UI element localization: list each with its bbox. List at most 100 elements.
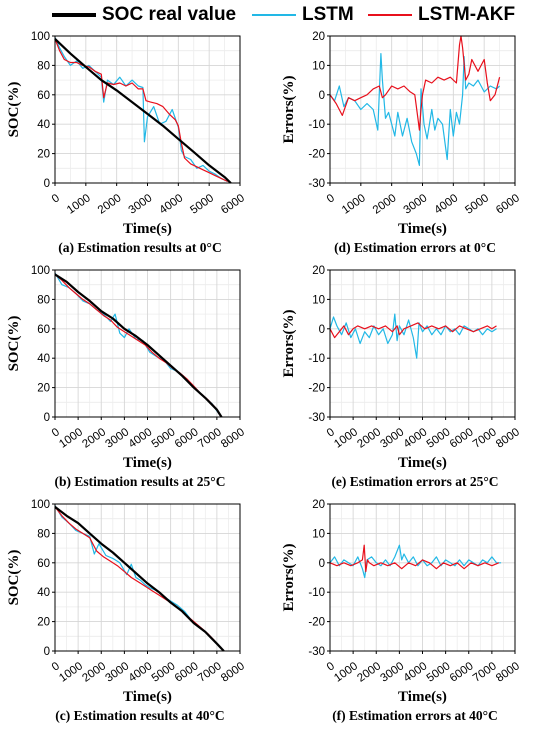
x-tick-label: 3000 xyxy=(104,426,132,451)
y-tick-label: 20 xyxy=(37,149,50,161)
y-tick-label: 40 xyxy=(37,353,50,365)
x-tick-label: 5000 xyxy=(425,660,453,685)
y-tick-label: 60 xyxy=(37,90,50,102)
y-tick-label: 80 xyxy=(37,294,50,306)
y-tick-label: -30 xyxy=(308,412,325,424)
y-tick-label: 20 xyxy=(312,31,325,43)
y-tick-label: 0 xyxy=(319,324,325,336)
legend-label-lstm: LSTM xyxy=(302,4,354,25)
x-tick-label: 3000 xyxy=(127,192,155,217)
x-tick-label: 2000 xyxy=(80,426,108,451)
chart-panel-f: -30-20-100102001000200030004000500060007… xyxy=(281,499,522,723)
legend-item-lstm: LSTM xyxy=(252,2,354,28)
y-tick-label: 60 xyxy=(37,324,50,336)
y-tick-label: 0 xyxy=(44,646,50,658)
y-tick-label: 60 xyxy=(37,558,50,570)
x-tick-label: 7000 xyxy=(471,426,499,451)
y-tick-label: 0 xyxy=(319,558,325,570)
y-tick-label: -30 xyxy=(308,178,325,190)
y-axis-label: Errors(%) xyxy=(281,309,297,377)
y-tick-label: 20 xyxy=(37,383,50,395)
x-tick-label: 3000 xyxy=(379,426,407,451)
x-tick-label: 5000 xyxy=(425,426,453,451)
x-tick-label: 1000 xyxy=(65,192,93,217)
legend-item-lstm-akf: LSTM-AKF xyxy=(368,2,515,28)
x-tick-label: 1000 xyxy=(340,192,368,217)
x-tick-label: 1000 xyxy=(57,660,85,685)
x-tick-label: 5000 xyxy=(150,660,178,685)
x-tick-label: 2000 xyxy=(355,660,383,685)
x-tick-label: 4000 xyxy=(127,660,155,685)
y-tick-label: -20 xyxy=(308,383,325,395)
x-tick-label: 5000 xyxy=(463,192,491,217)
x-tick-label: 1000 xyxy=(57,426,85,451)
x-tick-label: 2000 xyxy=(371,192,399,217)
series-line-soc-real-value xyxy=(54,506,225,652)
panel-caption-d: (d) Estimation errors at 0°C xyxy=(334,240,496,255)
series-line-lstm-akf xyxy=(329,544,500,573)
y-tick-label: 100 xyxy=(31,265,50,277)
y-axis-label: Errors(%) xyxy=(281,75,297,143)
y-tick-label: 40 xyxy=(37,587,50,599)
y-tick-label: 0 xyxy=(44,412,50,424)
x-tick-label: 1000 xyxy=(332,660,360,685)
x-tick-label: 1000 xyxy=(332,426,360,451)
y-tick-label: -10 xyxy=(308,353,325,365)
y-tick-label: 20 xyxy=(37,617,50,629)
chart-panel-b: 0204060801000100020003000400050006000700… xyxy=(6,265,247,489)
x-tick-label: 6000 xyxy=(448,426,476,451)
y-tick-label: -30 xyxy=(308,646,325,658)
chart-panel-e: -30-20-100102001000200030004000500060007… xyxy=(281,265,522,489)
x-tick-label: 7000 xyxy=(196,426,224,451)
x-tick-label: 8000 xyxy=(494,660,522,685)
x-tick-label: 2000 xyxy=(80,660,108,685)
series-line-soc-real-value xyxy=(54,273,223,418)
x-tick-label: 7000 xyxy=(196,660,224,685)
x-tick-label: 4000 xyxy=(127,426,155,451)
x-tick-label: 3000 xyxy=(104,660,132,685)
x-tick-label: 6000 xyxy=(173,426,201,451)
y-axis-label: SOC(%) xyxy=(6,316,22,372)
x-axis-label: Time(s) xyxy=(398,221,447,237)
x-axis-label: Time(s) xyxy=(123,689,172,705)
x-axis-label: Time(s) xyxy=(398,455,447,471)
series-line-lstm xyxy=(329,313,497,359)
y-axis-label: Errors(%) xyxy=(281,543,297,611)
y-tick-label: -20 xyxy=(308,617,325,629)
chart-panel-c: 0204060801000100020003000400050006000700… xyxy=(6,499,247,723)
y-axis-label: SOC(%) xyxy=(6,82,22,138)
x-tick-label: 5000 xyxy=(188,192,216,217)
y-tick-label: 40 xyxy=(37,119,50,131)
x-tick-label: 8000 xyxy=(494,426,522,451)
x-tick-label: 2000 xyxy=(355,426,383,451)
legend-swatch-lstm-akf xyxy=(368,14,412,16)
y-axis-label: SOC(%) xyxy=(6,550,22,606)
y-tick-label: -20 xyxy=(308,149,325,161)
y-tick-label: 0 xyxy=(44,178,50,190)
panel-caption-e: (e) Estimation errors at 25°C xyxy=(331,474,498,489)
y-tick-label: 80 xyxy=(37,60,50,72)
x-axis-label: Time(s) xyxy=(123,221,172,237)
series-line-lstm-akf xyxy=(329,35,501,131)
x-tick-label: 0 xyxy=(50,192,62,206)
x-tick-label: 2000 xyxy=(96,192,124,217)
legend-swatch-lstm xyxy=(252,14,296,16)
x-tick-label: 3000 xyxy=(379,660,407,685)
y-tick-label: -10 xyxy=(308,119,325,131)
y-tick-label: 10 xyxy=(312,60,325,72)
legend: SOC real value LSTM LSTM-AKF xyxy=(30,2,550,28)
x-tick-label: 6000 xyxy=(448,660,476,685)
x-tick-label: 6000 xyxy=(173,660,201,685)
x-tick-label: 4000 xyxy=(402,660,430,685)
panel-caption-c: (c) Estimation results at 40°C xyxy=(55,708,224,723)
x-tick-label: 6000 xyxy=(219,192,247,217)
y-tick-label: 100 xyxy=(31,31,50,43)
x-tick-label: 0 xyxy=(325,192,337,206)
y-tick-label: 10 xyxy=(312,528,325,540)
panel-caption-a: (a) Estimation results at 0°C xyxy=(58,240,221,255)
series-line-soc-real-value xyxy=(54,38,232,184)
series-line-lstm-akf xyxy=(329,322,497,339)
y-tick-label: 20 xyxy=(312,499,325,511)
legend-swatch-soc-real xyxy=(52,13,96,17)
